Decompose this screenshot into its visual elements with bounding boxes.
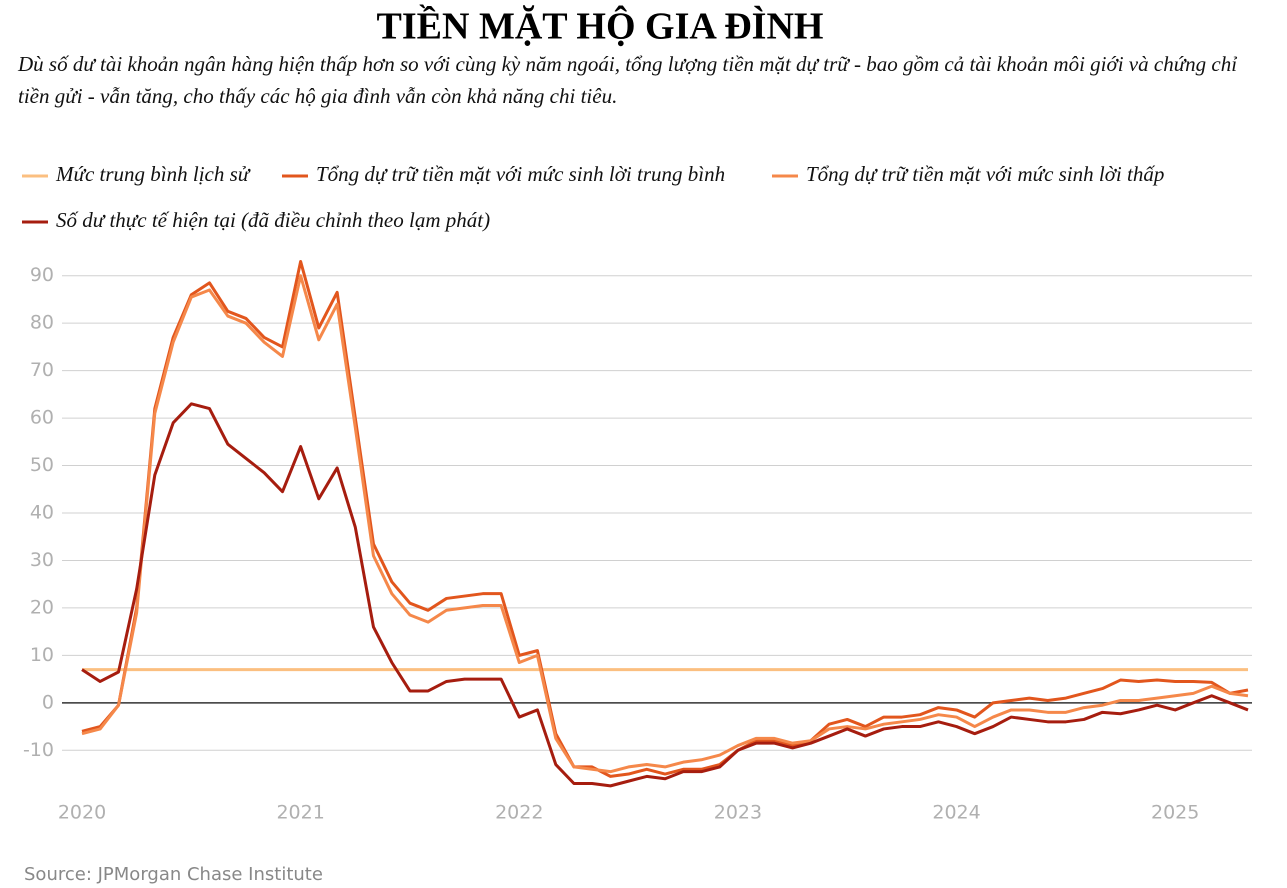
- legend-label: Tổng dự trữ tiền mặt với mức sinh lời tr…: [316, 162, 725, 186]
- y-tick-label: 70: [30, 359, 54, 381]
- y-tick-label: 10: [30, 644, 54, 666]
- y-tick-label: 50: [30, 454, 54, 476]
- y-tick-label: 20: [30, 596, 54, 618]
- x-tick-label: 2022: [495, 802, 543, 824]
- legend-label: Tổng dự trữ tiền mặt với mức sinh lời th…: [806, 162, 1164, 186]
- series-line: [81, 259, 1249, 778]
- legend-label: Số dư thực tế hiện tại (đã điều chỉnh th…: [56, 208, 490, 232]
- y-tick-label: 80: [30, 312, 54, 334]
- legend-label: Mức trung bình lịch sử: [55, 162, 251, 186]
- y-tick-label: 0: [42, 691, 54, 713]
- y-tick-label: 40: [30, 502, 54, 524]
- y-tick-label: 90: [30, 264, 54, 286]
- chart-title: TIỀN MẶT HỘ GIA ĐÌNH: [377, 5, 824, 48]
- y-tick-label: 60: [30, 407, 54, 429]
- x-tick-label: 2024: [932, 802, 980, 824]
- x-tick-label: 2023: [714, 802, 762, 824]
- x-tick-label: 2025: [1151, 802, 1199, 824]
- subtitle: Dù số dư tài khoản ngân hàng hiện thấp h…: [18, 52, 1238, 108]
- source: Source: JPMorgan Chase Institute: [24, 864, 323, 885]
- y-tick-label: 30: [30, 549, 54, 571]
- y-tick-label: -10: [23, 739, 54, 761]
- x-tick-label: 2020: [58, 802, 106, 824]
- series-line: [81, 402, 1249, 788]
- x-tick-label: 2021: [276, 802, 324, 824]
- series-line: [81, 274, 1249, 774]
